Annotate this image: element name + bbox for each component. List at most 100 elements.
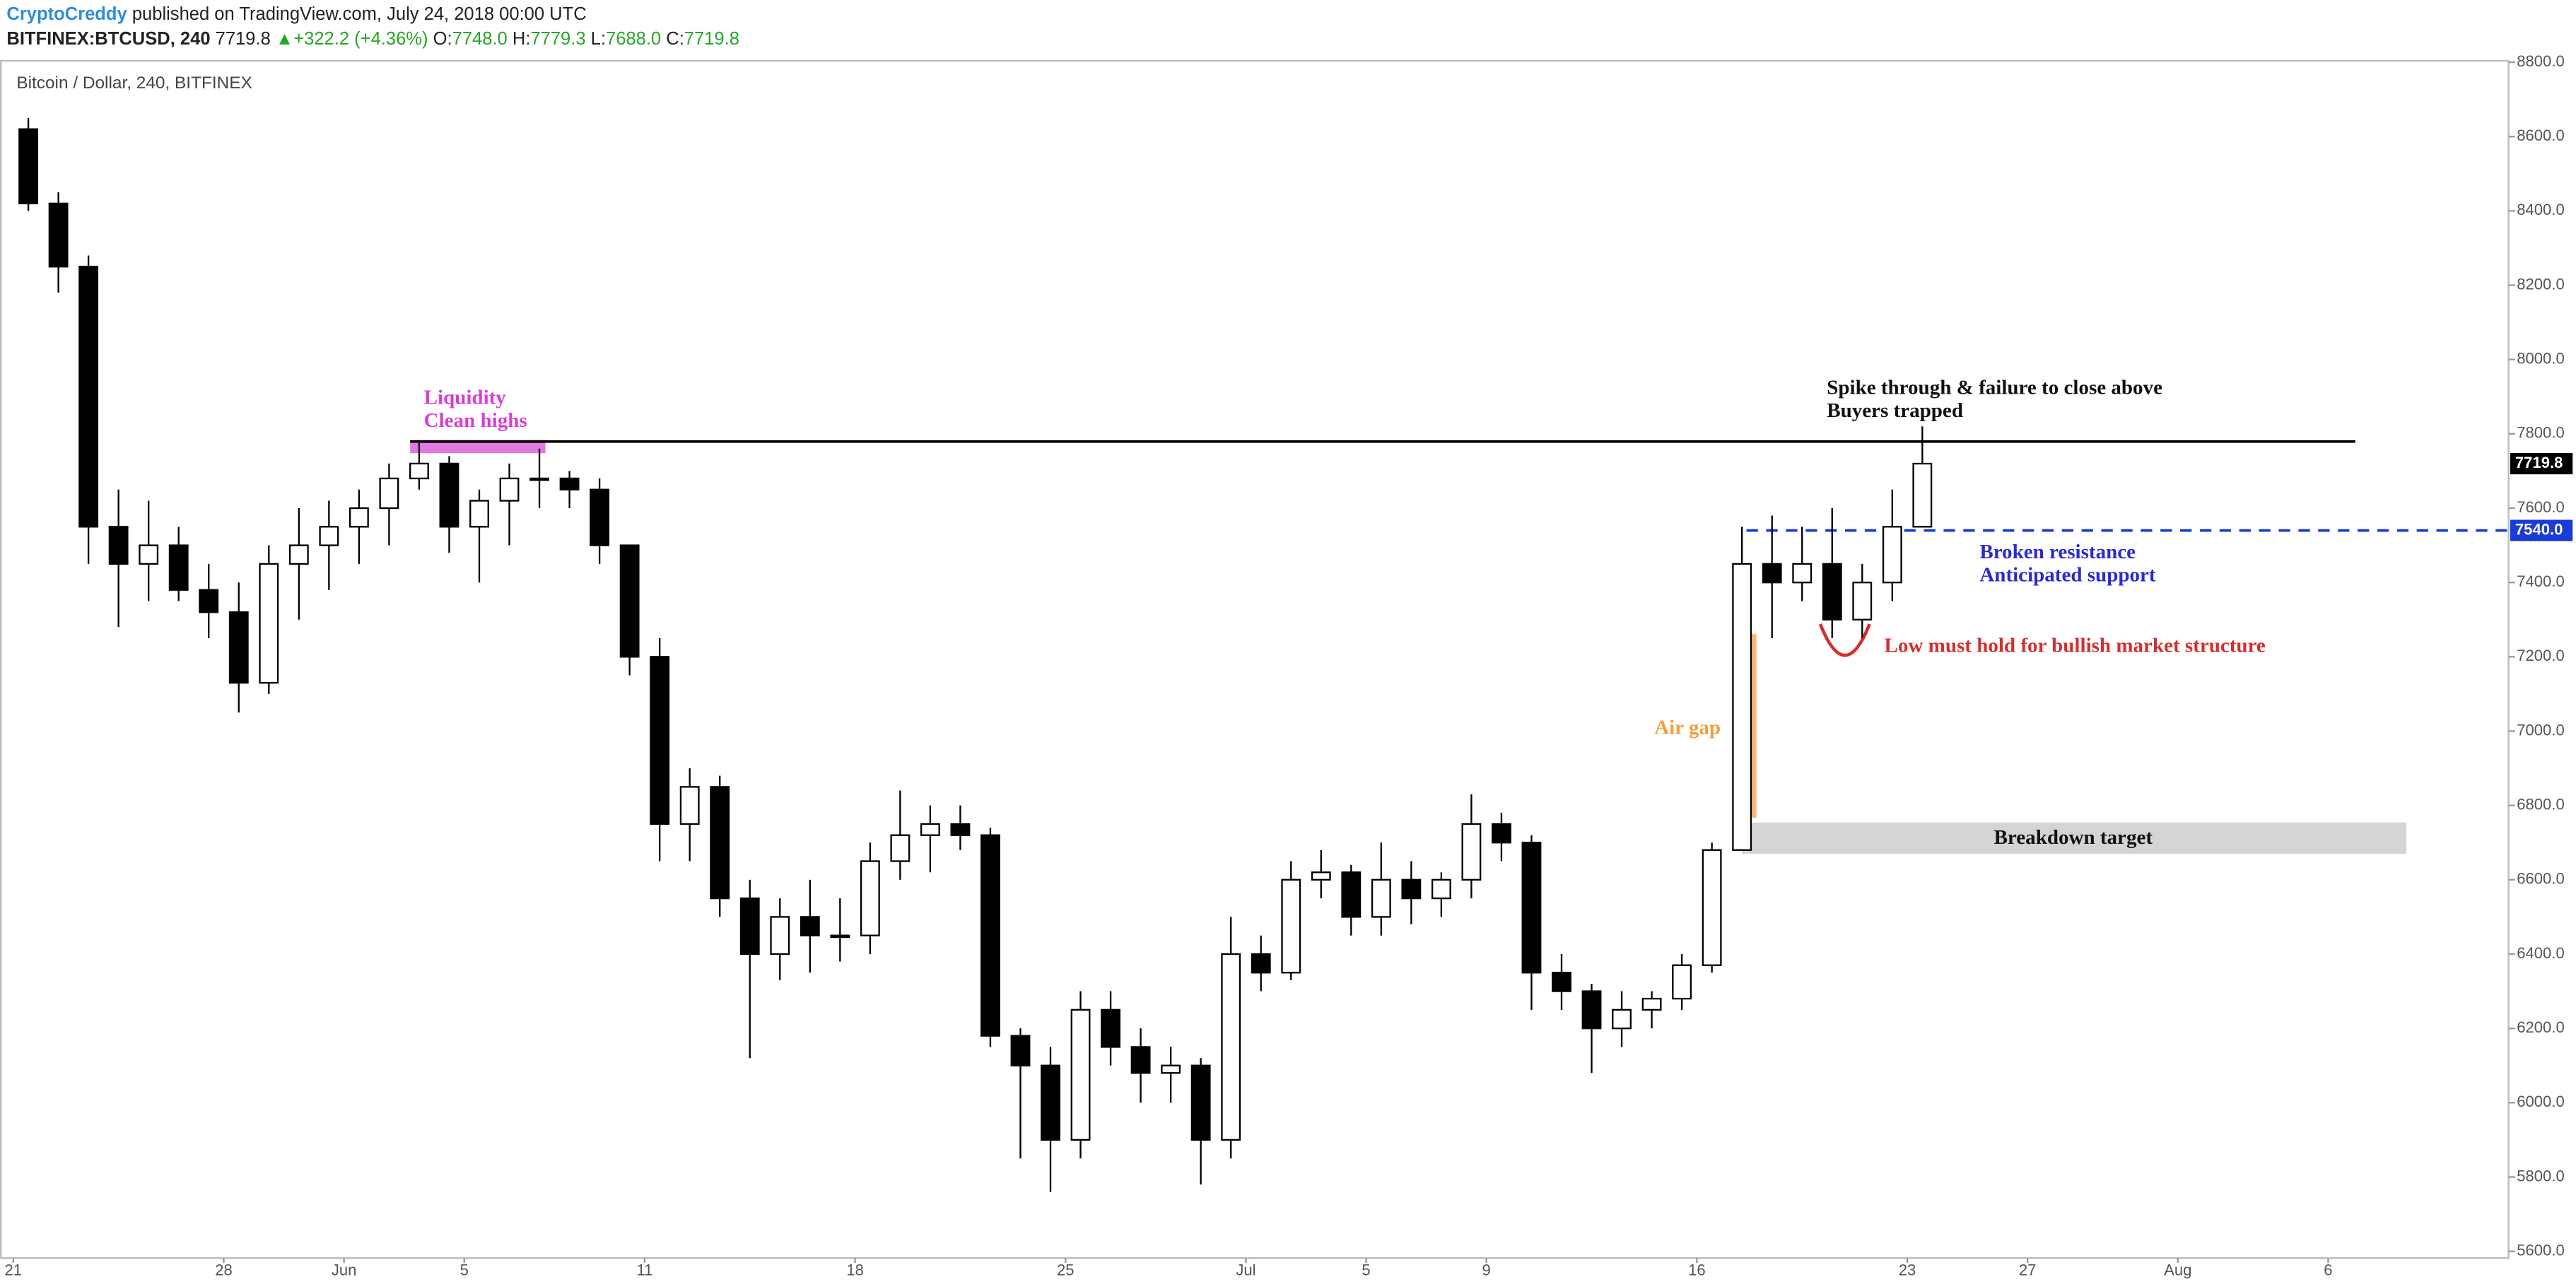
last-price: 7719.8 [216,29,271,49]
candle-body [1101,1008,1120,1048]
x-tick-label: 9 [1482,1261,1491,1278]
candle-body [199,589,219,613]
candle-body [1010,1035,1031,1066]
candle-body [1581,990,1602,1030]
candle-body [1672,964,1692,1000]
candle-body [1792,563,1813,584]
annotation: Spike through & failure to close above [1827,376,2162,399]
annotation: Buyers trapped [1827,399,1963,422]
annotation: Broken resistance [1979,541,2136,563]
ohlc-label: H: [513,29,531,49]
candle-body [1822,563,1842,621]
support-arc [1818,623,1871,657]
y-tick-label: 5600.0 [2517,1241,2564,1259]
x-tick-label: Jun [332,1261,357,1278]
candle-body [590,488,610,546]
x-tick-label: 11 [636,1261,652,1278]
y-tick-label: 6400.0 [2517,944,2564,962]
published: published on TradingView.com, July 24, 2… [132,4,587,24]
candle-body [980,834,1000,1037]
candle-body [228,611,249,684]
candle-body [1552,972,1571,992]
x-tick-label: 6 [2324,1261,2332,1278]
candle-body [710,786,730,900]
change: +322.2 (+4.36%) [293,29,428,49]
y-tick-label: 6800.0 [2517,795,2564,813]
chart-title: Bitcoin / Dollar, 240, BITFINEX [16,73,252,93]
candle-body [739,897,760,955]
candle-body [349,507,369,528]
price-label-box [2510,519,2573,541]
candle-body [1461,823,1482,881]
candle-body [1130,1046,1151,1074]
candle-body [1341,871,1362,918]
zone [1742,822,2407,854]
y-tick-label: 8800.0 [2517,52,2564,70]
price-label: 7719.8 [2515,454,2563,471]
candle-body [319,526,339,546]
candle-body [1702,849,1722,966]
y-tick-label: 6000.0 [2517,1093,2564,1110]
candle-body [1041,1064,1060,1141]
candle-body [1852,582,1873,621]
x-tick-label: 21 [5,1261,23,1278]
candle-body [168,544,189,591]
ohlc-value: 7779.3 [530,29,585,49]
y-tick-label: 8600.0 [2517,127,2564,144]
x-tick-label: 25 [1057,1261,1075,1278]
y-tick-label: 6200.0 [2517,1018,2564,1036]
candle-body [1070,1008,1091,1141]
zone [410,440,546,454]
candle-body [18,128,38,205]
candle-body [860,860,880,936]
ohlc-label: C: [666,29,684,49]
ohlc-value: 7719.8 [684,29,739,49]
x-tick-label: 28 [215,1261,233,1278]
candle-body [1732,563,1752,851]
y-tick-label: 8400.0 [2517,201,2564,218]
y-tick-label: 8200.0 [2517,275,2564,293]
candle-body [1311,871,1331,881]
candle-body [890,834,911,862]
y-tick-label: 8000.0 [2517,350,2564,367]
candle-body [1161,1064,1181,1074]
y-tick-label: 7400.0 [2517,572,2564,590]
candle-body [1401,878,1422,900]
annotation: Breakdown target [1994,826,2153,849]
candle-body [650,656,670,825]
candle-body [559,477,580,490]
candle-body [1762,563,1782,584]
y-tick-label: 7800.0 [2517,424,2564,442]
candle-body [770,916,790,955]
candle-body [439,462,459,528]
candle-body [1612,1008,1632,1030]
candle-body [1492,823,1511,844]
candle-body [619,544,640,658]
price-label-box [2510,452,2573,475]
ohlc-value: 7748.0 [452,29,508,49]
ohlc-label: O: [433,29,452,49]
y-tick-label: 7600.0 [2517,498,2564,516]
header-line-2: BITFINEX:BTCUSD, 240 7719.8 ▲+322.2 (+4.… [6,29,739,49]
candle-body [48,202,69,268]
y-tick-label: 7000.0 [2517,721,2564,739]
candle-body [800,916,820,936]
author[interactable]: CryptoCreddy [6,4,127,24]
ohlc-value: 7688.0 [606,29,661,49]
candle-body [1521,842,1542,974]
x-tick-label: 16 [1688,1261,1706,1278]
x-tick-label: 23 [1899,1261,1916,1278]
x-tick-label: Jul [1236,1261,1255,1278]
candle-body [108,526,129,565]
candle-body [139,544,159,565]
up-arrow: ▲ [276,29,293,49]
x-tick-label: 5 [1362,1261,1370,1278]
candle-body [78,266,99,528]
ohlc-label: L: [591,29,606,49]
candle-body [469,500,489,528]
y-tick-label: 5800.0 [2517,1167,2564,1184]
annotation: Anticipated support [1979,563,2156,586]
